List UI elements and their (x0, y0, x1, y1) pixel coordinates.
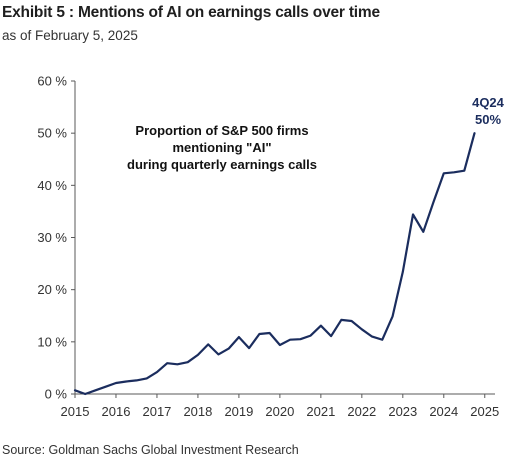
x-tick-label: 2016 (102, 404, 131, 419)
y-tick-label: 40 % (37, 178, 67, 193)
y-tick-label: 60 % (37, 74, 67, 89)
x-axis: 2015 2016 2017 2018 2019 2020 2021 2022 2023 2024… (61, 393, 499, 419)
y-tick-label: 30 % (37, 230, 67, 245)
x-tick-label: 2015 (61, 404, 90, 419)
x-tick-label: 2020 (265, 404, 294, 419)
x-tick-label: 2021 (306, 404, 335, 419)
exhibit-subtitle: as of February 5, 2025 (2, 28, 138, 43)
annotation-line-3: during quarterly earnings calls (127, 157, 317, 172)
y-tick-label: 50 % (37, 126, 67, 141)
exhibit-title: Exhibit 5 : Mentions of AI on earnings c… (2, 4, 380, 21)
x-tick-label: 2025 (470, 404, 499, 419)
y-tick-label: 20 % (37, 282, 67, 297)
x-tick-label: 2023 (388, 404, 417, 419)
series-line (73, 132, 476, 396)
annotation-line-1: Proportion of S&P 500 firms (135, 123, 308, 138)
end-label-value: 50% (475, 112, 501, 127)
y-axis: 0 % 10 % 20 % 30 % 40 % 50 % 60 % (37, 74, 76, 402)
x-tick-label: 2019 (224, 404, 253, 419)
x-tick-label: 2024 (429, 404, 458, 419)
x-tick-label: 2022 (347, 404, 376, 419)
annotation-line-2: mentioning "AI" (173, 140, 272, 155)
x-tick-label: 2018 (183, 404, 212, 419)
series-group (73, 132, 476, 396)
end-label-period: 4Q24 (472, 95, 505, 110)
y-tick-label: 0 % (45, 387, 68, 402)
x-tick-label: 2017 (142, 404, 171, 419)
y-tick-label: 10 % (37, 334, 67, 349)
source-note: Source: Goldman Sachs Global Investment … (2, 443, 299, 457)
